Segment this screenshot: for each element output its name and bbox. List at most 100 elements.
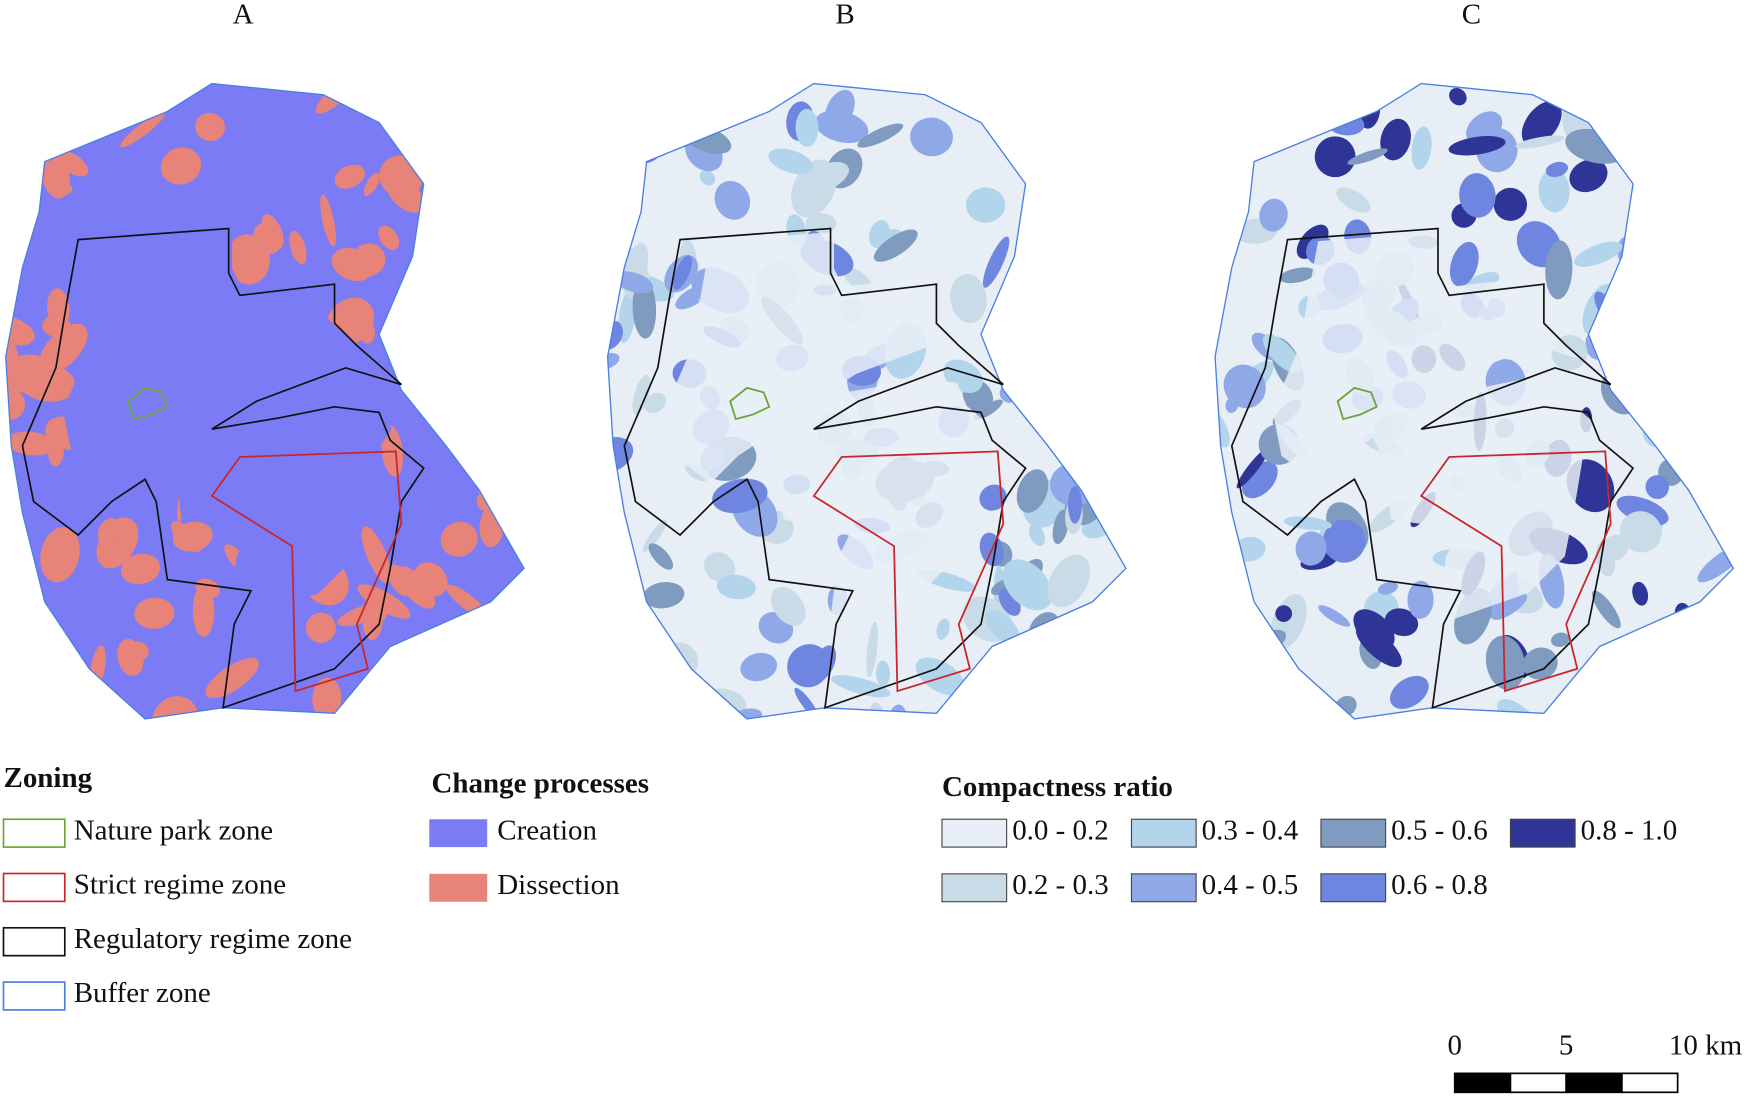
map-patch bbox=[1225, 96, 1261, 151]
map-patch bbox=[614, 271, 654, 294]
map-patch bbox=[950, 274, 987, 324]
scale-segment bbox=[1565, 1072, 1623, 1094]
map-patch bbox=[351, 243, 386, 277]
map-patch bbox=[1336, 187, 1371, 213]
map-patch bbox=[378, 225, 400, 251]
map-patch bbox=[795, 108, 819, 147]
map-patch bbox=[1273, 100, 1305, 138]
map-patch bbox=[1619, 511, 1662, 553]
legend-label: Regulatory regime zone bbox=[74, 923, 352, 955]
map-patch bbox=[480, 318, 507, 354]
map-patch bbox=[1355, 625, 1402, 668]
map-patch bbox=[73, 699, 118, 719]
map-patch bbox=[1076, 135, 1101, 164]
panel-label: A bbox=[233, 0, 254, 30]
map-patch bbox=[468, 162, 507, 193]
scale-segment bbox=[1621, 1072, 1679, 1094]
map-patch bbox=[1515, 135, 1565, 149]
map-patch bbox=[363, 172, 380, 196]
map-patch bbox=[1069, 273, 1126, 316]
legend-title: Compactness ratio bbox=[942, 771, 1173, 803]
map-patch bbox=[1411, 126, 1432, 170]
map-patch bbox=[1067, 486, 1082, 524]
legend-label: 0.8 - 1.0 bbox=[1581, 814, 1678, 846]
map-patch bbox=[1652, 83, 1695, 117]
map-patch bbox=[1632, 581, 1649, 606]
map-patch bbox=[770, 586, 806, 626]
map-patch bbox=[1236, 448, 1269, 489]
map-patch bbox=[1634, 387, 1662, 407]
map-patch bbox=[1719, 299, 1734, 336]
map-patch bbox=[1068, 304, 1105, 352]
map-patch bbox=[1058, 92, 1090, 124]
map-patch bbox=[699, 169, 716, 186]
map-patch bbox=[1695, 382, 1719, 413]
scale-segment bbox=[1453, 1072, 1512, 1094]
map bbox=[1214, 82, 1735, 720]
map-panels: A B C bbox=[5, 0, 1735, 720]
map-patch bbox=[1016, 469, 1049, 513]
map-patch bbox=[1021, 683, 1040, 719]
map-patch bbox=[192, 584, 215, 637]
map-patch bbox=[1485, 635, 1526, 690]
map-patch bbox=[1215, 401, 1230, 448]
map-patch bbox=[413, 562, 448, 597]
map-patch bbox=[608, 86, 637, 134]
map-patch bbox=[418, 333, 454, 370]
map-patch bbox=[1710, 249, 1734, 274]
map-patch bbox=[1295, 531, 1327, 566]
map-patch bbox=[39, 323, 88, 374]
legend-label: Creation bbox=[497, 814, 597, 846]
map-patch bbox=[1031, 286, 1064, 311]
map-patch bbox=[632, 374, 651, 415]
map-patch bbox=[1522, 647, 1558, 680]
map-patch bbox=[824, 89, 855, 131]
map-patch bbox=[467, 120, 523, 173]
map-patch bbox=[1557, 706, 1586, 719]
map-patch bbox=[430, 284, 460, 334]
legend-label: 0.5 - 0.6 bbox=[1391, 814, 1488, 846]
map-patch bbox=[1682, 202, 1698, 228]
map-patch bbox=[134, 597, 175, 629]
legend-label: 0.4 - 0.5 bbox=[1202, 869, 1299, 901]
map-patch bbox=[643, 582, 685, 609]
map bbox=[5, 82, 525, 720]
map-patch bbox=[1695, 83, 1734, 116]
map-patch bbox=[40, 150, 70, 199]
legend-swatch bbox=[1320, 818, 1387, 848]
map-patch bbox=[194, 112, 226, 142]
map-patch bbox=[644, 392, 666, 414]
map-patch bbox=[1710, 624, 1734, 659]
legend-swatch bbox=[1130, 873, 1197, 903]
map-patch bbox=[404, 668, 452, 715]
map-patch bbox=[1521, 100, 1562, 146]
legend-swatch bbox=[2, 872, 66, 903]
map-patch bbox=[253, 223, 282, 255]
map-patch bbox=[1459, 173, 1496, 218]
map-patch bbox=[5, 337, 19, 366]
map-patch bbox=[120, 553, 161, 585]
legend-swatch bbox=[941, 873, 1008, 903]
map-patch bbox=[1389, 675, 1429, 709]
map-patch bbox=[1055, 369, 1109, 405]
map-patch bbox=[1569, 159, 1608, 193]
map-patch bbox=[384, 652, 420, 679]
map-patch bbox=[113, 84, 155, 105]
map-patch bbox=[632, 278, 657, 339]
legend-title: Zoning bbox=[3, 762, 92, 794]
map-patch bbox=[1493, 187, 1528, 221]
map-patch bbox=[493, 153, 520, 174]
legend-swatch bbox=[429, 873, 488, 902]
map-patch bbox=[1711, 387, 1734, 430]
legend-label: 0.3 - 0.4 bbox=[1202, 814, 1299, 846]
map-patch bbox=[1687, 152, 1721, 186]
map-patch bbox=[5, 86, 14, 108]
legend-swatch bbox=[2, 981, 66, 1011]
map-patch bbox=[1114, 336, 1126, 368]
map-patch bbox=[5, 431, 56, 456]
map-patch bbox=[607, 352, 620, 370]
map-patch bbox=[1377, 581, 1398, 595]
legend-label: 0.6 - 0.8 bbox=[1391, 869, 1488, 901]
map-patch bbox=[1100, 702, 1126, 719]
map-patch bbox=[1066, 453, 1106, 470]
